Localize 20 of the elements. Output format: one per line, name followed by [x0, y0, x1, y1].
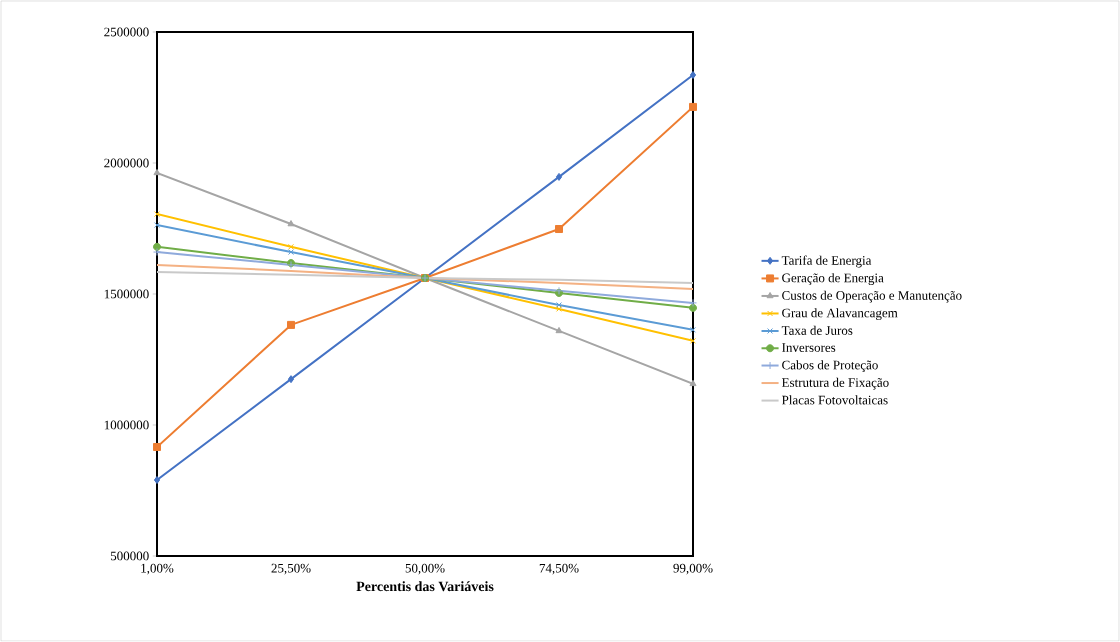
legend-label: Cabos de Proteção [782, 360, 878, 373]
x-tick-label: 50,00% [405, 563, 445, 575]
x-tick-label: 1,00% [141, 563, 174, 575]
x-tick-label: 74,50% [539, 563, 579, 575]
y-tick-label: 1500000 [104, 289, 149, 299]
y-tick-label: 500000 [110, 551, 149, 561]
y-tick-label: 2500000 [104, 27, 149, 37]
legend-label: Custos de Operação e Manutenção [782, 290, 962, 303]
legend-label: Tarifa de Energia [781, 255, 872, 268]
y-tick-label: 2000000 [104, 158, 149, 168]
legend-label: Inversores [782, 343, 836, 352]
legend-label: Placas Fotovoltaicas [781, 395, 888, 405]
legend-label: Estrutura de Fixação [781, 377, 889, 390]
x-tick-label: 99,00% [673, 563, 713, 575]
legend-label: Geração de Energia [782, 273, 884, 285]
legend-label: Taxa de Juros [781, 325, 853, 335]
y-tick-label: 1000000 [104, 420, 149, 430]
x-tick-label: 25,50% [271, 563, 311, 575]
legend-label: Grau de Alavancagem [782, 308, 898, 321]
x-axis-title: Percentis das Variáveis [356, 581, 494, 592]
